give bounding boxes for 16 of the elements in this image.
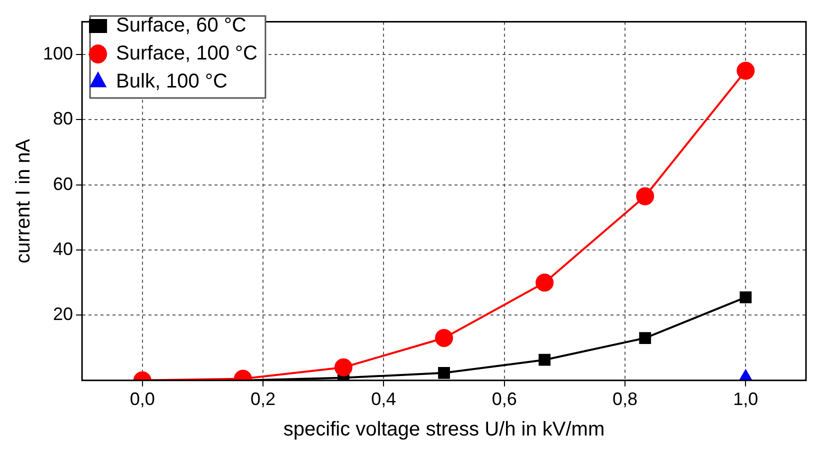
x-tick-label: 0,8: [612, 389, 638, 410]
y-tick-label: 100: [42, 43, 74, 64]
x-tick-label: 0,4: [371, 389, 396, 410]
x-tick-label: 0,0: [130, 389, 155, 410]
y-tick-label: 40: [53, 238, 74, 259]
legend-label: Surface, 60 °C: [116, 14, 246, 37]
legend-label: Bulk, 100 °C: [116, 70, 228, 93]
y-axis-title: current I in nA: [12, 138, 35, 264]
y-tick-label: 20: [53, 304, 74, 324]
x-axis-title: specific voltage stress U/h in kV/mm: [283, 418, 605, 441]
x-tick-label: 1,0: [733, 389, 758, 410]
x-tick-label: 0,2: [250, 389, 276, 410]
legend-label: Surface, 100 °C: [116, 42, 258, 65]
y-tick-label: 60: [53, 174, 74, 194]
y-tick-label: 80: [53, 108, 74, 129]
x-tick-label: 0,6: [492, 389, 517, 410]
